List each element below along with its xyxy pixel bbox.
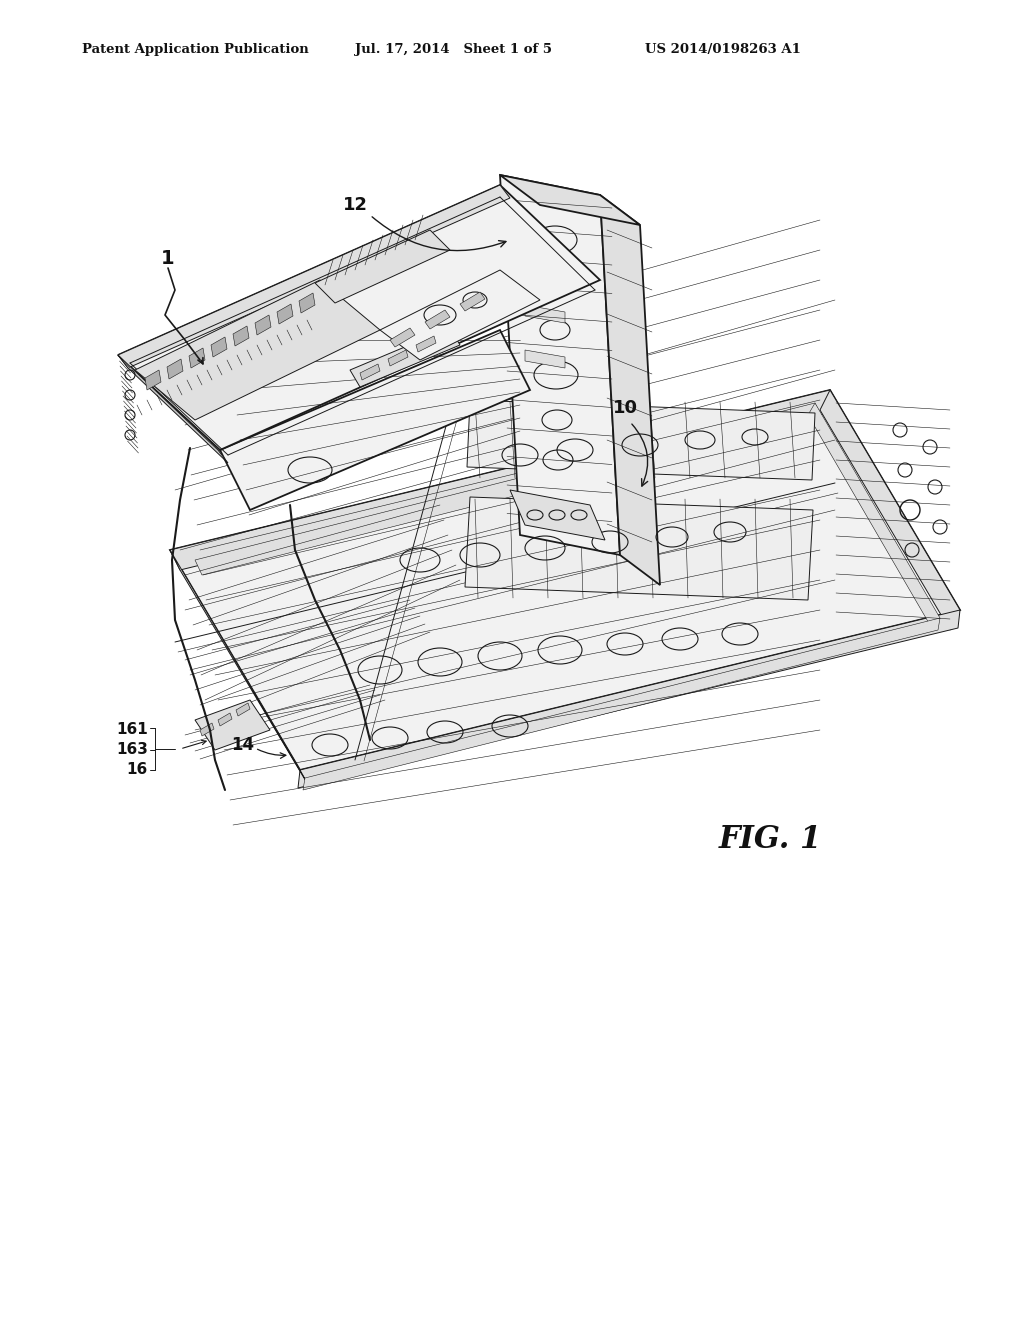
- Polygon shape: [299, 293, 315, 313]
- Polygon shape: [200, 723, 214, 737]
- Text: 1: 1: [161, 248, 175, 268]
- Polygon shape: [388, 350, 408, 366]
- Polygon shape: [303, 618, 940, 789]
- Polygon shape: [360, 364, 380, 380]
- Polygon shape: [416, 337, 436, 352]
- Polygon shape: [467, 400, 815, 480]
- Polygon shape: [255, 315, 271, 335]
- Polygon shape: [218, 713, 232, 726]
- Polygon shape: [170, 550, 310, 788]
- Polygon shape: [135, 280, 380, 420]
- Polygon shape: [525, 305, 565, 323]
- Polygon shape: [170, 389, 961, 770]
- Polygon shape: [189, 348, 205, 368]
- Text: 10: 10: [612, 399, 638, 417]
- Polygon shape: [525, 260, 565, 279]
- Text: Jul. 17, 2014   Sheet 1 of 5: Jul. 17, 2014 Sheet 1 of 5: [355, 44, 552, 55]
- Polygon shape: [118, 355, 228, 463]
- Polygon shape: [808, 403, 940, 624]
- Polygon shape: [233, 326, 249, 346]
- Polygon shape: [118, 185, 600, 450]
- Polygon shape: [600, 195, 660, 585]
- FancyArrowPatch shape: [182, 741, 206, 748]
- Polygon shape: [170, 389, 840, 570]
- Polygon shape: [315, 230, 450, 304]
- Polygon shape: [236, 704, 250, 715]
- Polygon shape: [118, 185, 510, 368]
- Polygon shape: [195, 700, 270, 750]
- Polygon shape: [350, 327, 460, 387]
- Polygon shape: [820, 389, 961, 630]
- Text: Patent Application Publication: Patent Application Publication: [82, 44, 309, 55]
- FancyArrowPatch shape: [257, 750, 286, 759]
- Polygon shape: [460, 292, 485, 312]
- Text: 14: 14: [231, 737, 255, 754]
- Polygon shape: [465, 498, 813, 601]
- Polygon shape: [298, 610, 961, 788]
- Polygon shape: [278, 304, 293, 323]
- Polygon shape: [195, 403, 822, 576]
- Polygon shape: [525, 350, 565, 368]
- Polygon shape: [500, 176, 620, 554]
- Polygon shape: [380, 271, 540, 360]
- Text: 12: 12: [342, 195, 368, 214]
- Polygon shape: [211, 337, 227, 356]
- Polygon shape: [390, 327, 415, 347]
- FancyArrowPatch shape: [632, 424, 647, 486]
- Text: 16: 16: [127, 763, 148, 777]
- Text: 161: 161: [117, 722, 148, 738]
- Polygon shape: [425, 310, 450, 329]
- Polygon shape: [510, 490, 605, 540]
- FancyArrowPatch shape: [372, 216, 506, 251]
- Polygon shape: [220, 330, 530, 510]
- Polygon shape: [167, 359, 183, 379]
- Text: FIG. 1: FIG. 1: [719, 825, 821, 855]
- Polygon shape: [500, 176, 640, 224]
- Text: US 2014/0198263 A1: US 2014/0198263 A1: [645, 44, 801, 55]
- Text: 163: 163: [116, 742, 148, 758]
- Polygon shape: [145, 370, 161, 389]
